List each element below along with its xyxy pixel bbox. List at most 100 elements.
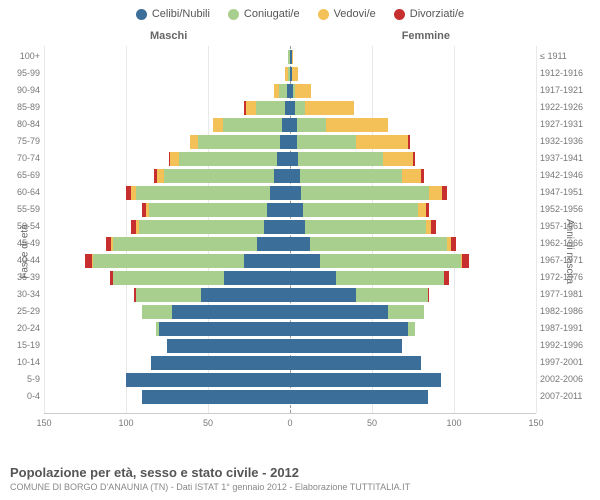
birth-year-label: 1987-1991	[540, 324, 594, 333]
x-tick: 100	[118, 418, 133, 428]
legend-swatch	[394, 9, 405, 20]
birth-year-label: 1997-2001	[540, 358, 594, 367]
segment-widowed	[295, 84, 311, 98]
segment-single	[201, 288, 290, 302]
age-label: 30-34	[6, 290, 40, 299]
segment-single	[290, 390, 428, 404]
segment-married	[136, 186, 270, 200]
segment-single	[290, 373, 441, 387]
segment-divorced	[426, 203, 429, 217]
x-axis: 05050100100150150	[44, 418, 536, 432]
legend-label: Coniugati/e	[244, 8, 300, 20]
segment-single	[290, 339, 402, 353]
bar-left	[44, 50, 290, 64]
segment-widowed	[292, 67, 299, 81]
plot	[44, 46, 536, 414]
chart-title: Popolazione per età, sesso e stato civil…	[10, 465, 590, 480]
age-label: 0-4	[6, 392, 40, 401]
birth-year-label: 1947-1951	[540, 188, 594, 197]
bar-right	[290, 186, 536, 200]
segment-married	[164, 169, 274, 183]
birth-year-label: 1937-1941	[540, 154, 594, 163]
segment-married	[388, 305, 424, 319]
birth-year-label: 1917-1921	[540, 86, 594, 95]
bar-left	[44, 169, 290, 183]
segment-married	[179, 152, 277, 166]
segment-divorced	[444, 271, 449, 285]
birth-year-label: 1932-1936	[540, 137, 594, 146]
segment-single	[290, 271, 336, 285]
segment-single	[290, 322, 408, 336]
segment-single	[290, 169, 300, 183]
segment-single	[167, 339, 290, 353]
bar-left	[44, 101, 290, 115]
legend-label: Divorziati/e	[410, 8, 464, 20]
birth-year-label: 1912-1916	[540, 69, 594, 78]
bar-left	[44, 67, 290, 81]
segment-single	[290, 152, 298, 166]
legend-swatch	[228, 9, 239, 20]
segment-married	[223, 118, 282, 132]
segment-single	[290, 288, 356, 302]
bar-right	[290, 305, 536, 319]
segment-married	[279, 84, 287, 98]
age-label: 75-79	[6, 137, 40, 146]
segment-single	[126, 373, 290, 387]
pyramid-row	[44, 390, 536, 404]
segment-single	[159, 322, 290, 336]
pyramid-row	[44, 356, 536, 370]
birth-year-label: 1942-1946	[540, 171, 594, 180]
birth-year-label: 1977-1981	[540, 290, 594, 299]
segment-married	[310, 237, 448, 251]
age-label: 65-69	[6, 171, 40, 180]
segment-single	[264, 220, 290, 234]
pyramid-row	[44, 101, 536, 115]
segment-married	[113, 237, 257, 251]
y-axis-right: ≤ 19111912-19161917-19211922-19261927-19…	[540, 46, 594, 436]
birth-year-label: 1957-1961	[540, 222, 594, 231]
x-tick: 0	[287, 418, 292, 428]
pyramid-row	[44, 271, 536, 285]
segment-single	[142, 390, 290, 404]
segment-widowed	[429, 186, 442, 200]
birth-year-label: 1962-1966	[540, 239, 594, 248]
age-label: 45-49	[6, 239, 40, 248]
chart-area: Fasce di età Anni di nascita 100+95-9990…	[0, 46, 600, 436]
pyramid-row	[44, 254, 536, 268]
bar-right	[290, 271, 536, 285]
segment-married	[303, 203, 418, 217]
bar-left	[44, 203, 290, 217]
bar-right	[290, 135, 536, 149]
footer: Popolazione per età, sesso e stato civil…	[10, 465, 590, 492]
segment-single	[257, 237, 290, 251]
segment-single	[290, 203, 303, 217]
bar-left	[44, 84, 290, 98]
segment-married	[113, 271, 225, 285]
birth-year-label: 1952-1956	[540, 205, 594, 214]
segment-married	[298, 152, 383, 166]
birth-year-label: 1967-1971	[540, 256, 594, 265]
segment-married	[136, 288, 202, 302]
birth-year-label: 1982-1986	[540, 307, 594, 316]
segment-single	[277, 152, 290, 166]
pyramid-row	[44, 322, 536, 336]
segment-married	[142, 305, 172, 319]
segment-married	[356, 288, 428, 302]
age-label: 20-24	[6, 324, 40, 333]
birth-year-label: 1992-1996	[540, 341, 594, 350]
pyramid-row	[44, 169, 536, 183]
segment-married	[198, 135, 280, 149]
segment-married	[149, 203, 267, 217]
age-label: 60-64	[6, 188, 40, 197]
pyramid-row	[44, 203, 536, 217]
x-tick: 100	[446, 418, 461, 428]
legend-label: Vedovi/e	[334, 8, 376, 20]
segment-widowed	[305, 101, 354, 115]
bar-left	[44, 373, 290, 387]
pyramid-row	[44, 305, 536, 319]
age-label: 40-44	[6, 256, 40, 265]
bar-left	[44, 390, 290, 404]
bar-left	[44, 237, 290, 251]
pyramid-row	[44, 135, 536, 149]
bar-right	[290, 67, 536, 81]
